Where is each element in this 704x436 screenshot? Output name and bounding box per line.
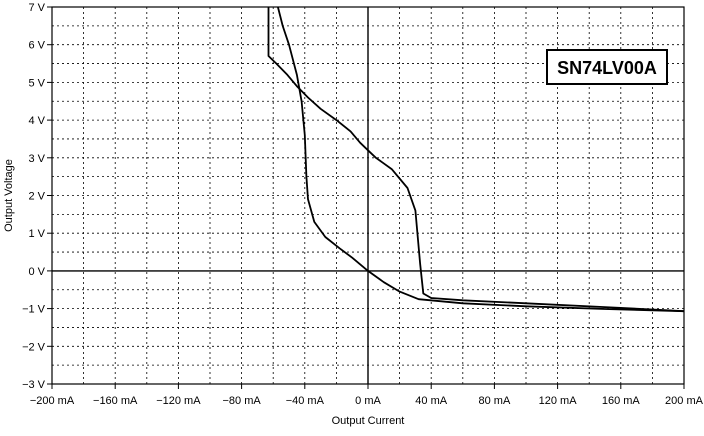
y-tick-label: 2 V [28,191,45,203]
x-tick-label: 200 mA [665,395,704,407]
y-tick-label: 5 V [28,77,45,89]
x-tick-label: −120 mA [156,395,201,407]
x-tick-label: −40 mA [286,395,325,407]
y-tick-label: −2 V [22,341,46,353]
series-line-1 [267,7,685,313]
y-tick-label: 1 V [28,228,45,240]
annotation-label: SN74LV00A [557,58,657,78]
series-line-2 [277,6,685,313]
y-tick-label: −3 V [22,379,46,391]
y-tick-label: −1 V [22,304,46,316]
y-tick-label: 0 V [28,266,45,278]
x-tick-label: 40 mA [415,395,447,407]
series [267,6,685,313]
y-axis-title: Output Voltage [3,159,15,232]
x-axis-title: Output Current [332,415,405,427]
annotation-box: SN74LV00A [546,49,668,85]
x-tick-label: 80 mA [479,395,511,407]
annotation-border [546,49,668,85]
tick-labels: −200 mA −160 mA −120 mA −80 mA −40 mA 0 mA 40 … [22,2,704,407]
x-tick-label: 0 mA [355,395,381,407]
y-tick-label: 6 V [28,40,45,52]
x-tick-label: 160 mA [602,395,641,407]
x-tick-label: 120 mA [539,395,578,407]
y-tick-label: 4 V [28,115,45,127]
x-tick-label: −80 mA [222,395,261,407]
y-tick-label: 3 V [28,153,45,165]
x-tick-label: −200 mA [30,395,75,407]
x-tick-label: −160 mA [93,395,138,407]
y-tick-label: 7 V [28,2,45,14]
